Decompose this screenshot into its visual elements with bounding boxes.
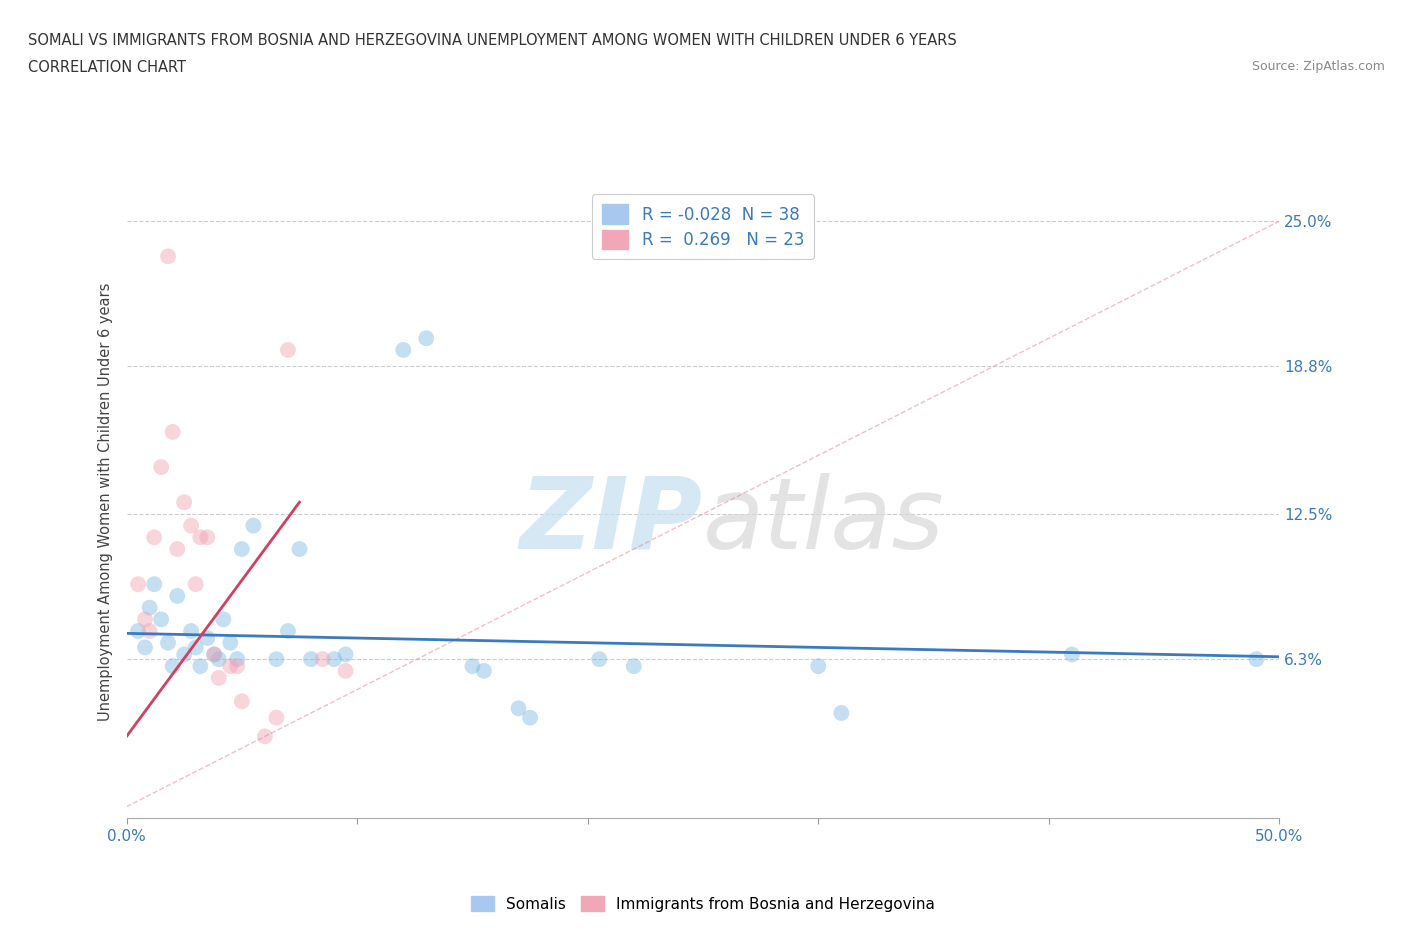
Point — [127, 577, 149, 591]
Point — [266, 652, 288, 667]
Point — [415, 331, 437, 346]
Legend: R = -0.028  N = 38, R =  0.269   N = 23: R = -0.028 N = 38, R = 0.269 N = 23 — [592, 194, 814, 259]
Point — [202, 647, 225, 662]
Point — [231, 694, 253, 709]
Point — [195, 530, 218, 545]
Point — [143, 577, 166, 591]
Point — [162, 424, 184, 439]
Point — [219, 658, 242, 673]
Point — [226, 652, 249, 667]
Point — [150, 612, 173, 627]
Legend: Somalis, Immigrants from Bosnia and Herzegovina: Somalis, Immigrants from Bosnia and Herz… — [465, 889, 941, 918]
Text: SOMALI VS IMMIGRANTS FROM BOSNIA AND HERZEGOVINA UNEMPLOYMENT AMONG WOMEN WITH C: SOMALI VS IMMIGRANTS FROM BOSNIA AND HER… — [28, 33, 957, 47]
Point — [392, 342, 415, 357]
Point — [180, 624, 202, 639]
Point — [277, 342, 299, 357]
Point — [166, 589, 188, 604]
Point — [180, 518, 202, 533]
Point — [519, 711, 541, 725]
Point — [208, 652, 231, 667]
Point — [226, 658, 249, 673]
Point — [166, 541, 188, 556]
Point — [138, 624, 160, 639]
Text: atlas: atlas — [703, 472, 945, 570]
Point — [173, 495, 195, 510]
Y-axis label: Unemployment Among Women with Children Under 6 years: Unemployment Among Women with Children U… — [98, 283, 114, 722]
Point — [202, 647, 225, 662]
Point — [288, 541, 311, 556]
Point — [162, 658, 184, 673]
Point — [335, 663, 357, 678]
Point — [472, 663, 495, 678]
Point — [188, 658, 211, 673]
Point — [277, 624, 299, 639]
Point — [127, 624, 149, 639]
Point — [212, 612, 235, 627]
Point — [807, 658, 830, 673]
Point — [143, 530, 166, 545]
Point — [830, 706, 852, 721]
Point — [173, 647, 195, 662]
Point — [138, 600, 160, 615]
Point — [134, 612, 156, 627]
Point — [461, 658, 484, 673]
Point — [323, 652, 346, 667]
Point — [253, 729, 276, 744]
Text: Source: ZipAtlas.com: Source: ZipAtlas.com — [1251, 60, 1385, 73]
Point — [231, 541, 253, 556]
Point — [242, 518, 264, 533]
Point — [157, 249, 180, 264]
Point — [157, 635, 180, 650]
Point — [299, 652, 322, 667]
Point — [195, 631, 218, 645]
Point — [1246, 652, 1268, 667]
Point — [623, 658, 645, 673]
Text: ZIP: ZIP — [520, 472, 703, 570]
Point — [311, 652, 333, 667]
Point — [208, 671, 231, 685]
Point — [184, 577, 207, 591]
Point — [266, 711, 288, 725]
Point — [150, 459, 173, 474]
Point — [335, 647, 357, 662]
Point — [219, 635, 242, 650]
Point — [588, 652, 610, 667]
Point — [508, 701, 530, 716]
Point — [1060, 647, 1083, 662]
Text: CORRELATION CHART: CORRELATION CHART — [28, 60, 186, 75]
Point — [188, 530, 211, 545]
Point — [134, 640, 156, 655]
Point — [184, 640, 207, 655]
